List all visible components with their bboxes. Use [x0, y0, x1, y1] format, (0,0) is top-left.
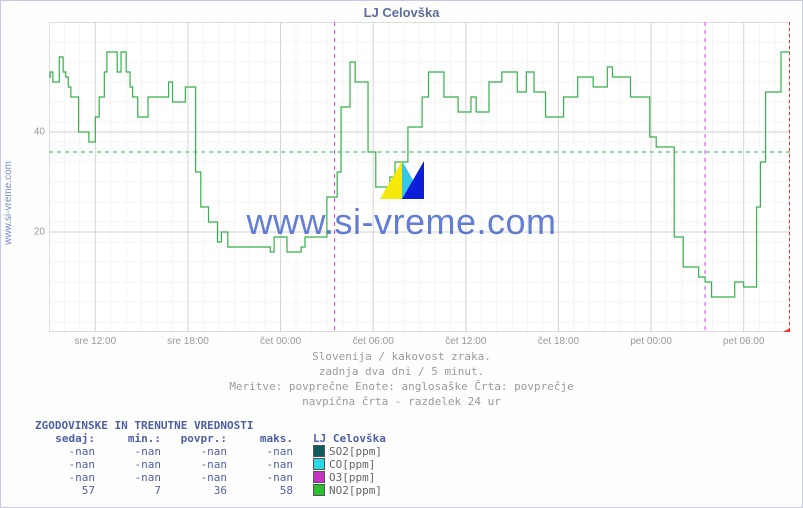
stats-cell: -nan — [35, 471, 101, 484]
stats-block: ZGODOVINSKE IN TRENUTNE VREDNOSTI sedaj:… — [35, 419, 802, 497]
stats-location-header: LJ Celovška — [299, 432, 386, 445]
stats-row: 5773658 NO2[ppm] — [35, 484, 802, 497]
stats-row: -nan-nan-nan-nanSO2[ppm] — [35, 445, 802, 458]
stats-row: -nan-nan-nan-nanO3[ppm] — [35, 471, 802, 484]
chart-svg — [49, 22, 790, 332]
legend-swatch — [313, 471, 325, 483]
stats-header-row: sedaj:min.:povpr.:maks.LJ Celovška — [35, 432, 802, 445]
stats-cell: 7 — [101, 484, 167, 497]
stats-cell: -nan — [35, 458, 101, 471]
x-tick-label: čet 12:00 — [445, 332, 486, 347]
stats-cell: -nan — [35, 445, 101, 458]
stats-col-header: sedaj: — [35, 432, 101, 445]
x-tick-label: čet 00:00 — [260, 332, 301, 347]
stats-cell: 58 — [233, 484, 299, 497]
x-tick-label: pet 06:00 — [723, 332, 765, 347]
stats-cell: -nan — [101, 471, 167, 484]
chart-container: LJ Celovška www.si-vreme.com 2040 sre 12… — [0, 0, 803, 508]
legend-label: NO2[ppm] — [329, 484, 382, 497]
stats-cell: -nan — [233, 458, 299, 471]
stats-cell: -nan — [167, 445, 233, 458]
x-tick-label: sre 12:00 — [74, 332, 116, 347]
outer-y-label: www.si-vreme.com — [3, 161, 14, 245]
stats-cell: -nan — [101, 445, 167, 458]
chart-caption: Slovenija / kakovost zraka.zadnja dva dn… — [1, 350, 802, 409]
caption-line: navpična črta - razdelek 24 ur — [1, 395, 802, 410]
caption-line: Slovenija / kakovost zraka. — [1, 350, 802, 365]
stats-cell: -nan — [233, 445, 299, 458]
legend-label: SO2[ppm] — [329, 445, 382, 458]
plot-area: 2040 sre 12:00sre 18:00čet 00:00čet 06:0… — [49, 22, 790, 332]
x-tick-label: čet 18:00 — [538, 332, 579, 347]
stats-cell: -nan — [101, 458, 167, 471]
stats-col-header: povpr.: — [167, 432, 233, 445]
y-tick-label: 20 — [34, 227, 49, 238]
caption-line: zadnja dva dni / 5 minut. — [1, 365, 802, 380]
caption-line: Meritve: povprečne Enote: anglosaške Črt… — [1, 380, 802, 395]
stats-title: ZGODOVINSKE IN TRENUTNE VREDNOSTI — [35, 419, 802, 432]
stats-cell: 36 — [167, 484, 233, 497]
chart-title: LJ Celovška — [1, 1, 802, 22]
stats-cell: -nan — [167, 471, 233, 484]
y-tick-label: 40 — [34, 127, 49, 138]
x-tick-label: pet 00:00 — [630, 332, 672, 347]
stats-col-header: maks. — [233, 432, 299, 445]
legend-swatch — [313, 445, 325, 457]
legend-label: O3[ppm] — [329, 471, 375, 484]
stats-cell: -nan — [167, 458, 233, 471]
stats-cell: 57 — [35, 484, 101, 497]
x-tick-label: čet 06:00 — [353, 332, 394, 347]
x-tick-label: sre 18:00 — [167, 332, 209, 347]
legend-label: CO[ppm] — [329, 458, 375, 471]
legend-swatch — [313, 458, 325, 470]
stats-row: -nan-nan-nan-nanCO[ppm] — [35, 458, 802, 471]
stats-col-header: min.: — [101, 432, 167, 445]
stats-cell: -nan — [233, 471, 299, 484]
legend-swatch — [313, 484, 325, 496]
